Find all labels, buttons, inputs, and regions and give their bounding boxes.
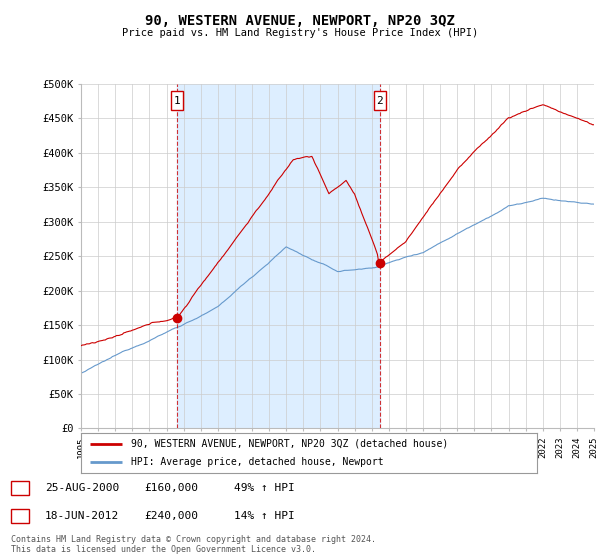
Text: Price paid vs. HM Land Registry's House Price Index (HPI): Price paid vs. HM Land Registry's House …	[122, 28, 478, 38]
Bar	[374, 91, 386, 110]
Text: 49% ↑ HPI: 49% ↑ HPI	[234, 483, 295, 493]
Text: 25-AUG-2000: 25-AUG-2000	[45, 483, 119, 493]
Bar	[171, 91, 183, 110]
Text: 1: 1	[174, 96, 181, 105]
Bar	[177, 84, 380, 428]
Text: 2: 2	[376, 96, 383, 105]
Text: 14% ↑ HPI: 14% ↑ HPI	[234, 511, 295, 521]
Text: 1: 1	[16, 483, 23, 493]
Text: 90, WESTERN AVENUE, NEWPORT, NP20 3QZ (detached house): 90, WESTERN AVENUE, NEWPORT, NP20 3QZ (d…	[131, 439, 448, 449]
Text: £240,000: £240,000	[144, 511, 198, 521]
Text: 90, WESTERN AVENUE, NEWPORT, NP20 3QZ: 90, WESTERN AVENUE, NEWPORT, NP20 3QZ	[145, 14, 455, 28]
Text: £160,000: £160,000	[144, 483, 198, 493]
Text: Contains HM Land Registry data © Crown copyright and database right 2024.
This d: Contains HM Land Registry data © Crown c…	[11, 535, 376, 554]
Text: HPI: Average price, detached house, Newport: HPI: Average price, detached house, Newp…	[131, 458, 384, 467]
Text: 2: 2	[16, 511, 23, 521]
Text: 18-JUN-2012: 18-JUN-2012	[45, 511, 119, 521]
